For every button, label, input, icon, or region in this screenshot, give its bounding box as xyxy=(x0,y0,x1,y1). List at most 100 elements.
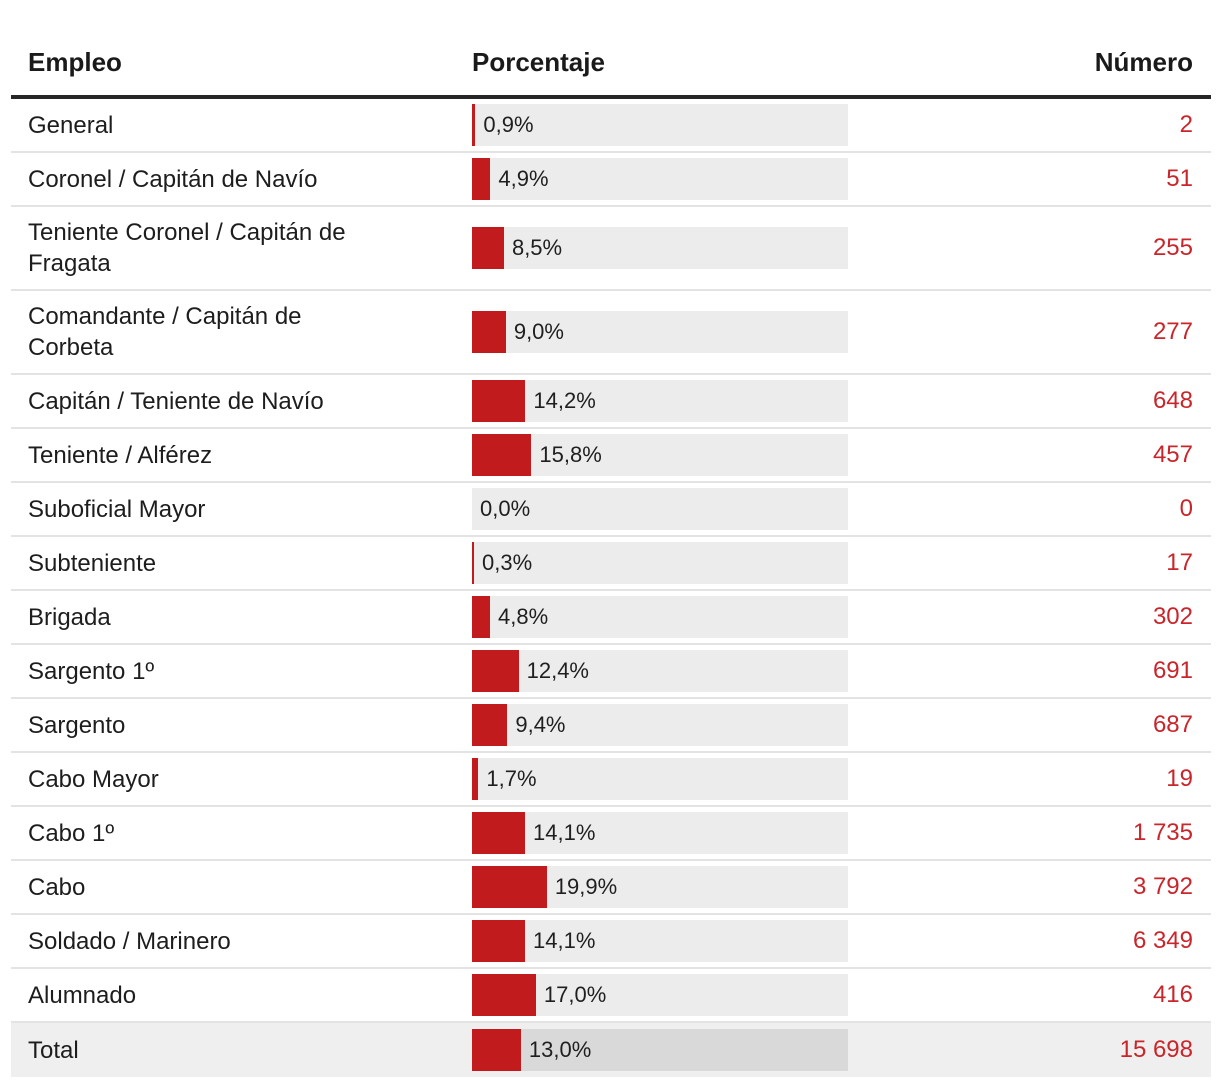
number-value: 15 698 xyxy=(1119,1036,1193,1063)
percent-label: 14,2% xyxy=(533,388,596,413)
number-value: 6 349 xyxy=(1132,927,1193,954)
table-row: Cabo Mayor 1,7% 19 xyxy=(11,753,1211,807)
number-value: 1 735 xyxy=(1132,819,1193,846)
percentage-bar-cell: 4,8% xyxy=(461,596,848,638)
table-row: Cabo 1º 14,1% 1 735 xyxy=(11,807,1211,861)
number-value: 457 xyxy=(1152,441,1193,468)
bar-fill xyxy=(472,812,526,854)
table-row: Teniente Coronel / Capitán de Fragata 8,… xyxy=(11,207,1211,291)
percent-label: 15,8% xyxy=(539,442,602,467)
percent-label: 9,0% xyxy=(513,319,564,344)
bar-track: 13,0% xyxy=(472,1029,848,1071)
bar-track: 1,7% xyxy=(472,758,848,800)
bar-fill xyxy=(472,974,536,1016)
bar-fill xyxy=(472,596,491,638)
percent-label: 9,4% xyxy=(515,712,566,737)
bar-fill xyxy=(472,650,519,692)
table-row: Comandante / Capitán de Corbeta 9,0% 277 xyxy=(11,291,1211,375)
rank-label: Sargento 1º xyxy=(28,657,155,685)
table-row: Sargento 1º 12,4% 691 xyxy=(11,645,1211,699)
bar-track: 0,3% xyxy=(472,542,848,584)
bar-track: 0,0% xyxy=(472,488,848,530)
rank-label: Total xyxy=(28,1036,79,1064)
bar-track: 9,4% xyxy=(472,704,848,746)
bar-track: 17,0% xyxy=(472,974,848,1016)
rank-percentage-table: Empleo Porcentaje Número General 0,9% 2 … xyxy=(11,0,1211,1077)
bar-fill xyxy=(472,866,547,908)
percent-label: 19,9% xyxy=(554,874,618,899)
bar-fill xyxy=(472,311,506,353)
percent-label: 13,0% xyxy=(528,1037,592,1062)
bar-track: 4,8% xyxy=(472,596,848,638)
percentage-bar-cell: 12,4% xyxy=(461,650,848,692)
rank-label: Cabo xyxy=(28,873,86,901)
bar-fill xyxy=(472,1029,521,1071)
number-value: 51 xyxy=(1166,165,1193,192)
percentage-bar-cell: 9,4% xyxy=(461,704,848,746)
table-row: Capitán / Teniente de Navío 14,2% 648 xyxy=(11,375,1211,429)
number-value: 277 xyxy=(1152,318,1193,345)
percentage-bar-cell: 13,0% xyxy=(461,1029,848,1071)
bar-fill xyxy=(472,380,526,422)
rank-label: General xyxy=(28,111,114,139)
column-header-numero: Número xyxy=(1094,47,1193,77)
number-value: 0 xyxy=(1179,495,1193,522)
bar-track: 0,9% xyxy=(472,104,848,146)
bar-track: 4,9% xyxy=(472,158,848,200)
number-value: 17 xyxy=(1166,549,1193,576)
table-row: Coronel / Capitán de Navío 4,9% 51 xyxy=(11,153,1211,207)
number-value: 3 792 xyxy=(1132,873,1193,900)
percent-label: 4,9% xyxy=(498,166,549,191)
percentage-bar-cell: 4,9% xyxy=(461,158,848,200)
percentage-bar-cell: 14,1% xyxy=(461,920,848,962)
bar-fill xyxy=(472,434,532,476)
bar-track: 14,2% xyxy=(472,380,848,422)
percent-label: 4,8% xyxy=(498,604,549,629)
table-row: Sargento 9,4% 687 xyxy=(11,699,1211,753)
table-body: General 0,9% 2 Coronel / Capitán de Naví… xyxy=(11,99,1211,1077)
percent-label: 0,0% xyxy=(480,496,531,521)
bar-track: 15,8% xyxy=(472,434,848,476)
rank-label: Capitán / Teniente de Navío xyxy=(28,387,324,415)
percentage-bar-cell: 0,0% xyxy=(461,488,848,530)
rank-label: Suboficial Mayor xyxy=(28,495,206,523)
rank-label: Cabo 1º xyxy=(28,819,115,847)
percent-label: 17,0% xyxy=(543,982,607,1007)
percentage-bar-cell: 14,1% xyxy=(461,812,848,854)
bar-fill xyxy=(472,227,504,269)
bar-track: 14,1% xyxy=(472,812,848,854)
rank-label: Teniente / Alférez xyxy=(28,441,213,469)
number-value: 687 xyxy=(1152,711,1193,738)
table-row: Alumnado 17,0% 416 xyxy=(11,969,1211,1023)
percent-label: 0,3% xyxy=(482,550,533,575)
table-row: Total 13,0% 15 698 xyxy=(11,1023,1211,1077)
bar-fill xyxy=(472,920,526,962)
bar-track: 8,5% xyxy=(472,227,848,269)
table-row: Brigada 4,8% 302 xyxy=(11,591,1211,645)
table-row: Suboficial Mayor 0,0% 0 xyxy=(11,483,1211,537)
bar-fill xyxy=(472,704,508,746)
rank-label: Coronel / Capitán de Navío xyxy=(28,165,318,193)
bar-track: 14,1% xyxy=(472,920,848,962)
number-value: 255 xyxy=(1152,234,1193,261)
percentage-bar-cell: 8,5% xyxy=(461,227,848,269)
bar-fill xyxy=(472,758,479,800)
table-header-row: Empleo Porcentaje Número xyxy=(11,0,1211,99)
rank-label: Soldado / Marinero xyxy=(28,927,231,955)
percentage-bar-cell: 17,0% xyxy=(461,974,848,1016)
number-value: 302 xyxy=(1152,603,1193,630)
number-value: 691 xyxy=(1152,657,1193,684)
percentage-bar-cell: 0,3% xyxy=(461,542,848,584)
percent-label: 8,5% xyxy=(511,235,563,260)
rank-label: Comandante / Capitán de Corbeta xyxy=(28,303,302,361)
table-row: General 0,9% 2 xyxy=(11,99,1211,153)
rank-label: Teniente Coronel / Capitán de Fragata xyxy=(28,219,346,277)
table-row: Subteniente 0,3% 17 xyxy=(11,537,1211,591)
rank-label: Sargento xyxy=(28,711,126,739)
number-value: 416 xyxy=(1152,981,1193,1008)
number-value: 2 xyxy=(1179,111,1193,138)
percentage-bar-cell: 1,7% xyxy=(461,758,848,800)
bar-track: 9,0% xyxy=(472,311,848,353)
bar-track: 12,4% xyxy=(472,650,848,692)
percentage-bar-cell: 14,2% xyxy=(461,380,848,422)
